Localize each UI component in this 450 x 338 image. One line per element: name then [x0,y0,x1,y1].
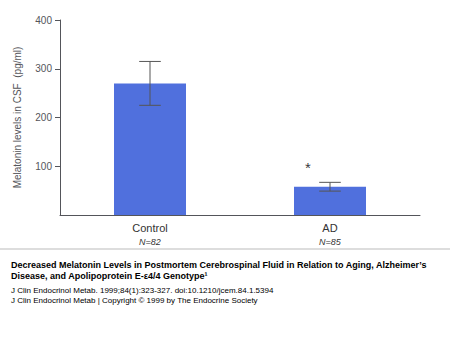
svg-text:J Clin Endocrinol Metab. 1999;: J Clin Endocrinol Metab. 1999;84(1):323-… [11,286,274,295]
svg-text:N=82: N=82 [139,237,161,247]
svg-text:100: 100 [35,161,52,172]
svg-text:Decreased Melatonin Levels in: Decreased Melatonin Levels in Postmortem… [11,260,429,270]
svg-text:300: 300 [35,63,52,74]
svg-text:AD: AD [322,222,337,234]
svg-text:400: 400 [35,15,52,26]
svg-text:N=85: N=85 [319,237,342,247]
svg-text:Control: Control [132,222,167,234]
svg-text:J Clin Endocrinol Metab | Copy: J Clin Endocrinol Metab | Copyright © 19… [11,296,258,305]
svg-text:Disease, and Apolipoprotein E-: Disease, and Apolipoprotein E-ε4/4 Genot… [11,271,207,281]
svg-text:Melatonin levels in CSF (pg/m: Melatonin levels in CSF (pg/ml) [12,47,23,189]
svg-text:*: * [305,159,311,176]
svg-text:200: 200 [35,112,52,123]
